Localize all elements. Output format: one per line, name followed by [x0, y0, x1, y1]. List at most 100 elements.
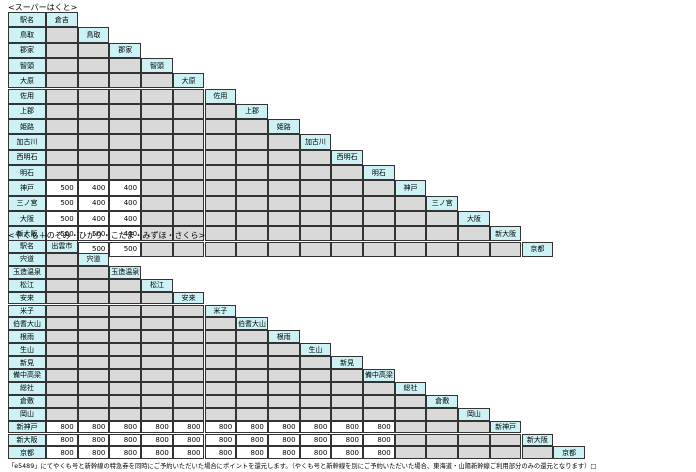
empty-cell [77, 291, 110, 305]
value-cell: 800 [204, 420, 237, 434]
empty-cell [204, 180, 237, 196]
value-cell: 800 [331, 446, 363, 460]
value-cell: 800 [236, 420, 268, 434]
value-cell: 500 [46, 195, 78, 211]
station-name: 京都 [8, 446, 46, 460]
empty-cell [236, 407, 268, 421]
value-cell: 800 [299, 433, 332, 447]
empty-cell [394, 433, 427, 447]
empty-cell [331, 165, 363, 181]
empty-cell [299, 369, 332, 382]
empty-cell [141, 195, 173, 211]
empty-cell [141, 291, 173, 305]
value-cell: 400 [77, 195, 110, 211]
empty-cell [426, 210, 459, 227]
empty-cell [77, 317, 110, 331]
empty-cell [426, 241, 459, 257]
empty-cell [204, 241, 237, 257]
value-cell: 800 [46, 446, 78, 460]
empty-cell [46, 317, 78, 331]
value-cell: 800 [77, 433, 110, 447]
empty-cell [46, 330, 78, 344]
empty-cell [109, 103, 142, 120]
empty-cell [363, 407, 395, 421]
empty-cell [426, 420, 459, 434]
empty-cell [267, 195, 300, 211]
empty-cell [394, 446, 427, 460]
empty-cell [77, 381, 110, 395]
empty-cell [204, 343, 237, 357]
empty-cell [77, 343, 110, 357]
empty-cell [46, 343, 78, 357]
empty-cell [267, 356, 300, 369]
empty-cell [46, 57, 78, 74]
diagonal-label: 備中高梁 [363, 369, 395, 382]
empty-cell [299, 226, 332, 242]
empty-cell [299, 180, 332, 196]
empty-cell [141, 369, 173, 382]
empty-cell [204, 149, 237, 165]
empty-cell [363, 394, 395, 408]
empty-cell [458, 420, 490, 434]
empty-cell [46, 369, 78, 382]
empty-cell [141, 394, 173, 408]
empty-cell [236, 119, 268, 135]
station-name: 新大阪 [8, 226, 46, 242]
empty-cell [267, 226, 300, 242]
empty-cell [236, 134, 268, 150]
station-name: 郡家 [8, 42, 46, 58]
empty-cell [267, 165, 300, 181]
empty-cell [77, 369, 110, 382]
empty-cell [204, 195, 237, 211]
empty-cell [77, 304, 110, 318]
empty-cell [489, 446, 522, 460]
station-name: 智頭 [8, 57, 46, 74]
station-name: 明石 [8, 165, 46, 181]
station-name: 玉造温泉 [8, 265, 46, 279]
empty-cell [172, 330, 205, 344]
station-name: 新大阪 [8, 433, 46, 447]
empty-cell [172, 226, 205, 242]
empty-cell [77, 57, 110, 74]
empty-cell [172, 241, 205, 257]
empty-cell [141, 241, 173, 257]
value-cell: 800 [141, 446, 173, 460]
station-name: 松江 [8, 278, 46, 292]
diagonal-label: 宍道 [77, 252, 110, 266]
empty-cell [458, 446, 490, 460]
empty-cell [77, 134, 110, 150]
empty-cell [236, 195, 268, 211]
station-name: 倉敷 [8, 394, 46, 408]
value-cell: 800 [236, 433, 268, 447]
empty-cell [109, 73, 142, 89]
empty-cell [204, 381, 237, 395]
empty-cell [109, 134, 142, 150]
value-cell: 400 [109, 195, 142, 211]
empty-cell [172, 88, 205, 104]
value-cell: 800 [46, 420, 78, 434]
diagonal-label: 新神戸 [489, 420, 522, 434]
value-cell: 800 [109, 446, 142, 460]
station-name: 鳥取 [8, 27, 46, 43]
empty-cell [109, 407, 142, 421]
empty-cell [46, 103, 78, 120]
empty-cell [141, 407, 173, 421]
empty-cell [172, 210, 205, 227]
empty-cell [109, 165, 142, 181]
empty-cell [141, 180, 173, 196]
empty-cell [109, 57, 142, 74]
value-cell: 800 [299, 446, 332, 460]
empty-cell [204, 103, 237, 120]
empty-cell [267, 407, 300, 421]
empty-cell [204, 210, 237, 227]
diagonal-label: 出雲市 [46, 240, 78, 253]
empty-cell [267, 369, 300, 382]
empty-cell [46, 88, 78, 104]
value-cell: 800 [77, 446, 110, 460]
empty-cell [141, 134, 173, 150]
value-cell: 500 [46, 180, 78, 196]
empty-cell [331, 195, 363, 211]
empty-cell [141, 343, 173, 357]
empty-cell [363, 210, 395, 227]
